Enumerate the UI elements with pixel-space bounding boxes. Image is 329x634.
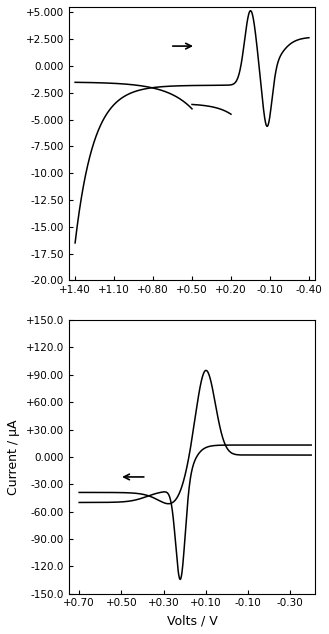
Y-axis label: Current / μA: Current / μA	[7, 419, 20, 495]
X-axis label: Volts / V: Volts / V	[166, 614, 217, 627]
